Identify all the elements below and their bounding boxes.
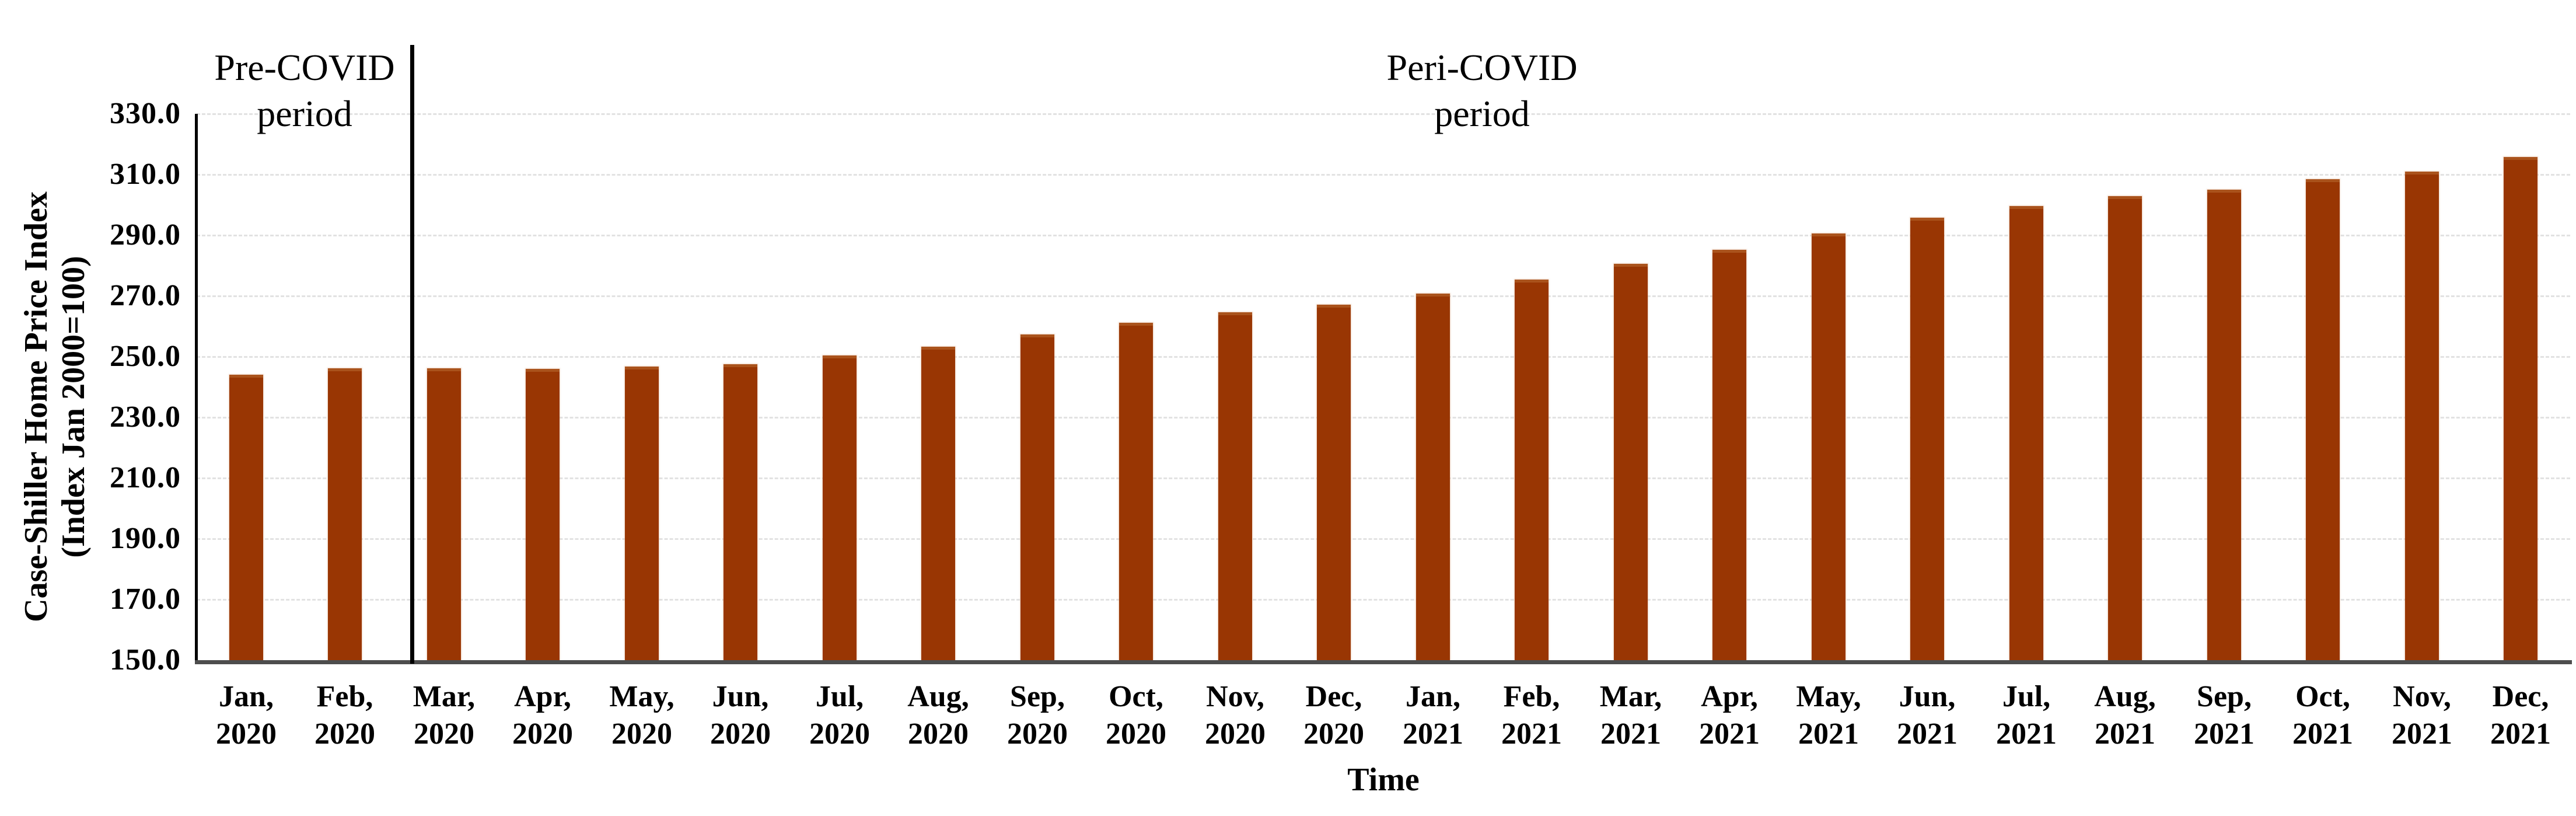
y-tick-label: 310.0 (110, 158, 181, 191)
x-tick-label: Dec, 2020 (1303, 680, 1364, 751)
bar-may-2020 (625, 367, 659, 660)
y-tick-label: 150.0 (110, 643, 181, 676)
x-tick-label: Oct, 2021 (2292, 680, 2353, 751)
gridline-330.0 (197, 113, 2570, 115)
bar-may-2021 (1812, 233, 1846, 660)
y-tick-label: 190.0 (110, 522, 181, 555)
bar-oct-2020 (1119, 323, 1153, 660)
bar-jul-2021 (2009, 206, 2043, 660)
y-tick-label: 330.0 (110, 97, 181, 130)
x-axis-title: Time (1347, 762, 1420, 798)
bar-apr-2021 (1712, 250, 1746, 660)
bar-sep-2020 (1020, 334, 1054, 660)
bar-jan-2021 (1416, 294, 1450, 660)
x-tick-label: Apr, 2021 (1699, 680, 1760, 751)
annotation-peri-covid: Peri-COVID period (1278, 44, 1686, 137)
y-tick-label: 230.0 (110, 400, 181, 434)
y-tick-label: 250.0 (110, 340, 181, 373)
bar-dec-2020 (1317, 305, 1351, 660)
bar-oct-2021 (2306, 179, 2340, 660)
gridline-270.0 (197, 295, 2570, 297)
y-axis-line (195, 114, 198, 664)
gridline-190.0 (197, 538, 2570, 540)
x-tick-label: Nov, 2021 (2392, 680, 2452, 751)
x-tick-label: Jul, 2021 (1996, 680, 2057, 751)
x-tick-label: Aug, 2020 (907, 680, 969, 751)
gridline-210.0 (197, 477, 2570, 479)
gridline-310.0 (197, 174, 2570, 176)
x-tick-label: Mar, 2020 (413, 680, 476, 751)
y-tick-label: 270.0 (110, 279, 181, 312)
x-tick-label: May, 2021 (1796, 680, 1861, 751)
bar-jun-2021 (1910, 218, 1944, 660)
x-axis-line (195, 660, 2572, 664)
gridline-170.0 (197, 599, 2570, 601)
annotation-pre-covid-line2: period (257, 93, 352, 134)
x-tick-label: Feb, 2021 (1501, 680, 1562, 751)
x-tick-label: Mar, 2021 (1599, 680, 1662, 751)
x-tick-label: Nov, 2020 (1205, 680, 1266, 751)
x-tick-label: Sep, 2021 (2194, 680, 2255, 751)
y-tick-label: 290.0 (110, 218, 181, 252)
y-tick-label: 170.0 (110, 583, 181, 616)
gridline-290.0 (197, 235, 2570, 236)
bar-mar-2021 (1614, 264, 1648, 660)
bar-nov-2021 (2405, 172, 2439, 660)
x-tick-label: Jun, 2021 (1897, 680, 1958, 751)
bar-sep-2021 (2207, 190, 2241, 660)
bar-feb-2021 (1515, 280, 1549, 660)
period-divider-line (410, 45, 414, 664)
annotation-peri-covid-line2: period (1434, 93, 1530, 134)
bar-aug-2021 (2108, 196, 2142, 660)
x-tick-label: Apr, 2020 (512, 680, 573, 751)
x-tick-label: Aug, 2021 (2094, 680, 2156, 751)
x-tick-label: Feb, 2020 (314, 680, 375, 751)
x-tick-label: Jun, 2020 (710, 680, 771, 751)
annotation-pre-covid-line1: Pre-COVID (214, 47, 395, 88)
x-tick-label: Jan, 2020 (216, 680, 277, 751)
bar-jul-2020 (823, 355, 857, 660)
bar-nov-2020 (1218, 312, 1252, 660)
annotation-pre-covid: Pre-COVID period (100, 44, 509, 137)
x-tick-label: Sep, 2020 (1007, 680, 1068, 751)
y-tick-label: 210.0 (110, 461, 181, 494)
annotation-peri-covid-line1: Peri-COVID (1386, 47, 1578, 88)
x-tick-label: Oct, 2020 (1106, 680, 1166, 751)
x-tick-label: Jul, 2020 (809, 680, 870, 751)
x-tick-label: Dec, 2021 (2490, 680, 2551, 751)
bar-jan-2020 (229, 375, 263, 660)
bar-mar-2020 (427, 368, 461, 660)
x-tick-label: Jan, 2021 (1403, 680, 1463, 751)
gridline-250.0 (197, 356, 2570, 358)
bar-feb-2020 (328, 368, 362, 660)
bar-aug-2020 (921, 347, 955, 660)
gridline-230.0 (197, 417, 2570, 419)
x-tick-label: May, 2020 (609, 680, 674, 751)
bar-dec-2021 (2504, 157, 2537, 660)
bar-jun-2020 (723, 364, 757, 660)
bar-apr-2020 (526, 369, 560, 660)
